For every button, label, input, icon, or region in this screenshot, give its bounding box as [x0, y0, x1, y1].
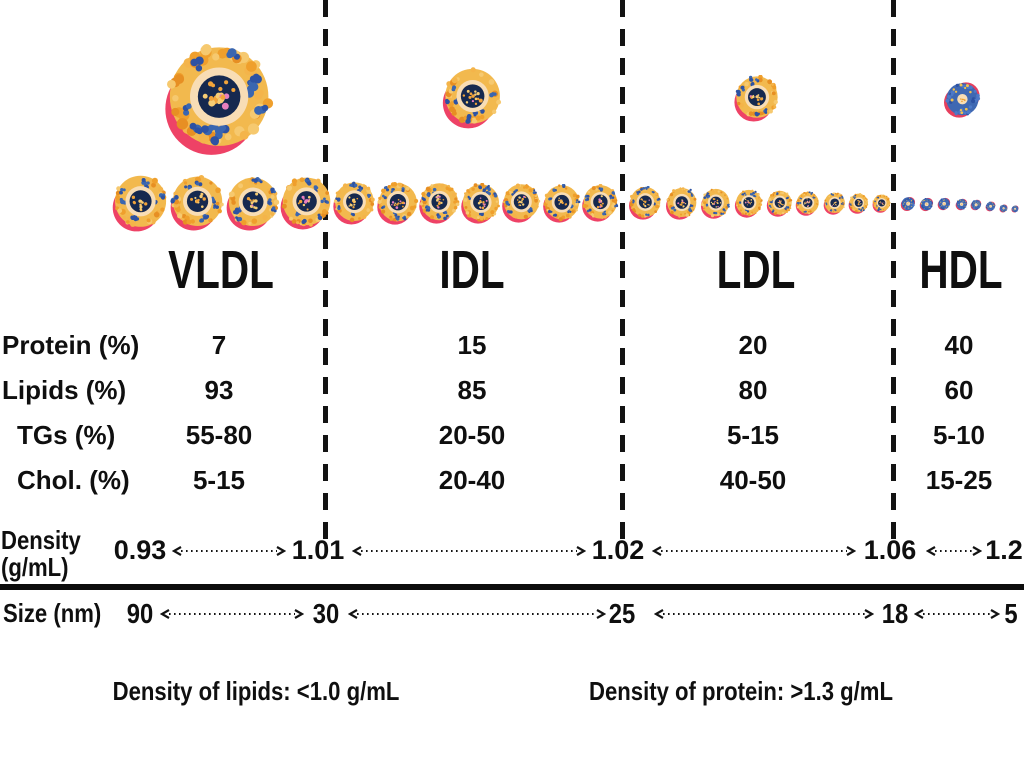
density-value-1: 1.01 — [291, 535, 345, 565]
lipoprotein-particle-icon — [700, 188, 731, 224]
table-cell-idl-lipids: 85 — [457, 375, 487, 405]
hdl-particle-icon — [919, 197, 934, 217]
footnote-density-of-lipids: Density of lipids: <1.0 g/mL — [112, 676, 400, 706]
lipoprotein-particle-icon — [460, 182, 501, 229]
table-cell-ldl-lipids: 80 — [738, 375, 768, 405]
density-range-arrow-0 — [171, 544, 287, 556]
column-divider-idl-ldl — [620, 0, 625, 542]
size-value-3: 18 — [881, 598, 909, 629]
lipoprotein-particle-icon — [501, 183, 541, 228]
hdl-showcase-particle-icon — [942, 80, 982, 125]
lipoprotein-particle-icon — [665, 186, 698, 225]
hdl-particle-icon — [955, 198, 968, 216]
size-value-2: 25 — [608, 598, 636, 629]
lipoprotein-particle-icon — [581, 183, 619, 227]
density-range-arrow-3 — [925, 544, 983, 556]
table-cell-vldl-tgs: 55-80 — [185, 420, 253, 450]
row-label-protein: Protein (%) — [2, 330, 140, 360]
table-cell-idl-tgs: 20-50 — [438, 420, 506, 450]
column-label-ldl: LDL — [716, 240, 796, 300]
lipoprotein-particle-icon — [628, 185, 662, 225]
lipoprotein-particle-icon — [848, 192, 869, 219]
column-label-vldl: VLDL — [168, 240, 274, 300]
lipoprotein-particle-icon — [734, 189, 763, 223]
size-range-arrow-2 — [653, 607, 875, 619]
density-range-arrow-2 — [651, 544, 857, 556]
column-divider-vldl-idl — [323, 0, 328, 542]
footnote-density-of-protein: Density of protein: >1.3 g/mL — [589, 676, 893, 706]
table-cell-ldl-tgs: 5-15 — [726, 420, 780, 450]
row-label-chol: Chol. (%) — [17, 465, 130, 495]
lipoprotein-particle-icon — [542, 183, 581, 228]
ldl-showcase-particle-icon — [733, 74, 780, 127]
table-cell-hdl-lipids: 60 — [944, 375, 974, 405]
table-cell-hdl-chol: 15-25 — [925, 465, 993, 495]
lipoprotein-particle-icon — [766, 190, 793, 222]
lipoprotein-particle-icon — [332, 181, 376, 230]
row-label-lipids: Lipids (%) — [2, 375, 127, 405]
size-range-arrow-0 — [159, 607, 305, 619]
density-range-arrow-1 — [351, 544, 587, 556]
lipoprotein-particle-icon — [169, 175, 225, 236]
density-label-line2: (g/mL) — [1, 551, 69, 582]
size-value-0: 90 — [126, 598, 154, 629]
size-range-arrow-1 — [347, 607, 607, 619]
table-cell-hdl-protein: 40 — [944, 330, 974, 360]
lipoprotein-particle-icon — [279, 176, 333, 235]
column-label-hdl: HDL — [919, 240, 1003, 300]
lipoprotein-particle-icon — [225, 176, 280, 236]
column-label-idl: IDL — [439, 240, 505, 300]
table-cell-hdl-tgs: 5-10 — [932, 420, 986, 450]
lipoprotein-particle-icon — [418, 182, 460, 229]
hdl-particle-icon — [985, 199, 996, 217]
vldl-showcase-particle-icon — [162, 44, 274, 161]
table-cell-vldl-protein: 7 — [211, 330, 227, 360]
hdl-particle-icon — [998, 200, 1008, 218]
table-cell-ldl-chol: 40-50 — [719, 465, 787, 495]
size-range-arrow-3 — [913, 607, 1001, 619]
size-value-1: 30 — [312, 598, 340, 629]
hdl-particle-icon — [937, 197, 951, 216]
lipoprotein-particle-icon — [872, 194, 891, 218]
density-value-2: 1.02 — [591, 535, 645, 565]
density-value-4: 1.2 — [985, 535, 1023, 565]
table-cell-vldl-lipids: 93 — [204, 375, 234, 405]
hdl-particle-icon — [1011, 200, 1019, 218]
lipoprotein-particle-icon — [376, 181, 419, 230]
density-value-0: 0.93 — [113, 535, 167, 565]
size-value-4: 5 — [1004, 598, 1018, 629]
table-cell-ldl-protein: 20 — [738, 330, 768, 360]
lipoprotein-particle-icon — [823, 192, 846, 220]
row-label-tgs: TGs (%) — [17, 420, 116, 450]
lipoprotein-particle-icon — [111, 174, 169, 237]
table-cell-vldl-chol: 5-15 — [192, 465, 246, 495]
scale-separator-line — [0, 584, 1024, 590]
hdl-particle-icon — [970, 198, 982, 216]
table-cell-idl-protein: 15 — [457, 330, 487, 360]
density-value-3: 1.06 — [863, 535, 917, 565]
density-scale-label: Density (g/mL) — [1, 527, 81, 580]
hdl-particle-icon — [900, 196, 916, 217]
size-scale-label: Size (nm) — [3, 598, 102, 628]
idl-showcase-particle-icon — [441, 67, 503, 134]
lipoprotein-particle-icon — [795, 190, 820, 221]
column-divider-ldl-hdl — [891, 0, 896, 542]
table-cell-idl-chol: 20-40 — [438, 465, 506, 495]
density-label-line1: Density — [1, 525, 81, 555]
